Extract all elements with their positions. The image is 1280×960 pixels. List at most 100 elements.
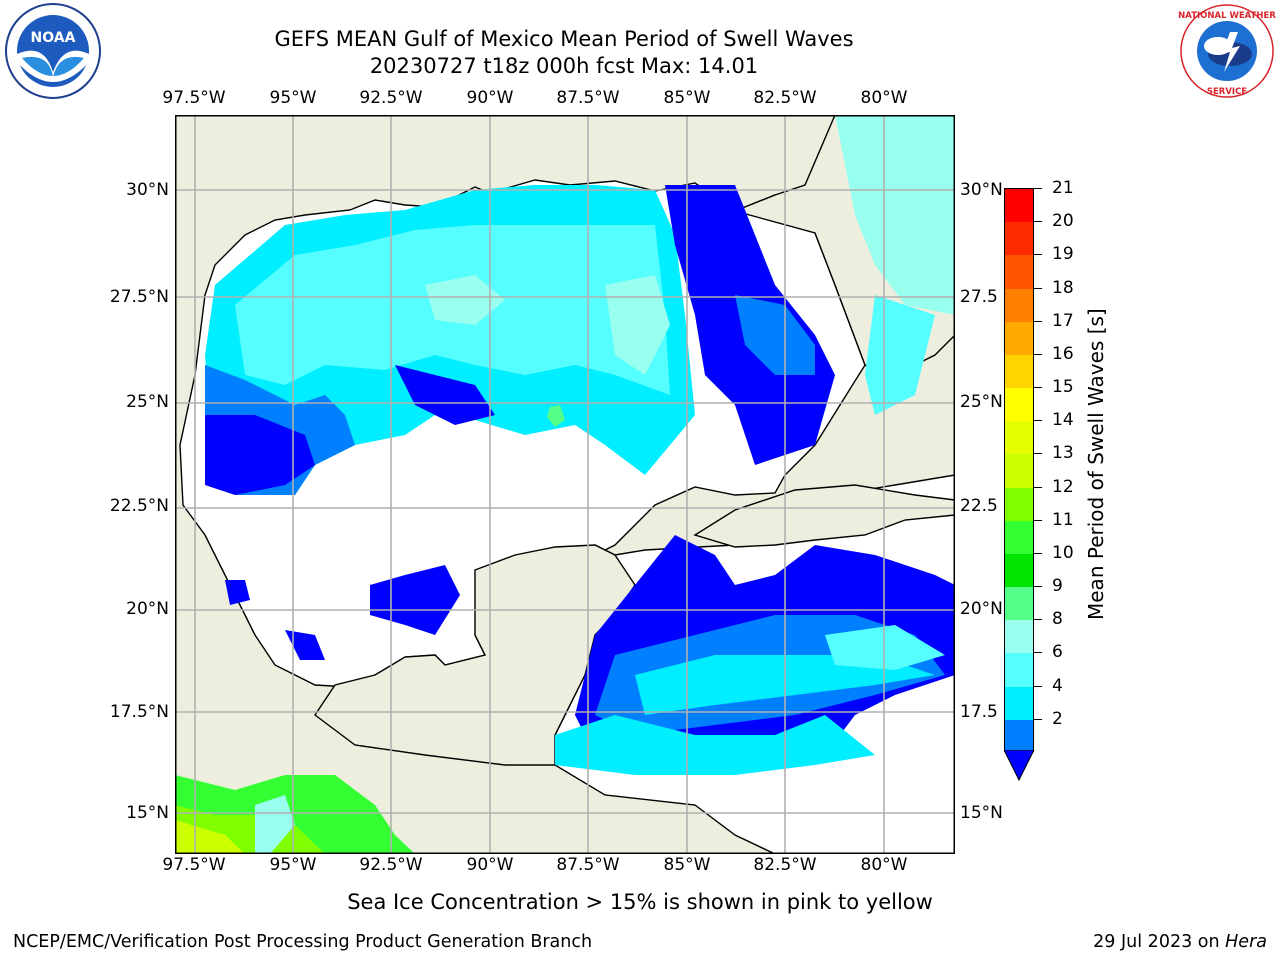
swell-field: [175, 115, 955, 854]
cuba-land: [693, 484, 955, 548]
lat-tick-right: 30°N: [960, 180, 1003, 200]
colorbar-tick: [1034, 586, 1042, 588]
colorbar-tick: [1034, 486, 1042, 488]
nws-logo: NATIONAL WEATHER SERVICE: [1178, 4, 1276, 98]
colorbar-label: 15: [1052, 377, 1074, 398]
colorbar-tick: [1034, 519, 1042, 521]
colorbar-tick: [1034, 287, 1042, 289]
colorbar-tick: [1034, 420, 1042, 422]
colorbar-tick: [1034, 652, 1042, 654]
lon-tick-bottom: 82.5°W: [753, 855, 817, 875]
lat-tick-left: 17.5°N: [109, 702, 169, 722]
colorbar-label: 21: [1052, 178, 1074, 198]
lat-tick-right: 22.5: [960, 496, 998, 516]
lon-tick-top: 95°W: [269, 88, 317, 108]
colorbar-segment: [1005, 189, 1033, 223]
colorbar: [1004, 188, 1034, 754]
lon-tick-bottom: 80°W: [860, 855, 908, 875]
colorbar-segment: [1005, 288, 1033, 323]
lon-tick-top: 82.5°W: [753, 88, 817, 108]
svg-text:SERVICE: SERVICE: [1207, 87, 1247, 97]
colorbar-segment: [1005, 719, 1033, 754]
lon-tick-bottom: 97.5°W: [162, 855, 226, 875]
lon-tick-top: 80°W: [860, 88, 908, 108]
chart-subtitle: 20230727 t18z 000h fcst Max: 14.01: [369, 54, 759, 78]
colorbar-tick: [1034, 320, 1042, 322]
colorbar-tick: [1034, 254, 1042, 256]
noaa-logo-text: NOAA: [31, 30, 76, 46]
colorbar-tick: [1034, 453, 1042, 455]
colorbar-tick: [1034, 685, 1042, 687]
colorbar-tick: [1034, 221, 1042, 223]
footer-left: NCEP/EMC/Verification Post Processing Pr…: [13, 932, 593, 952]
colorbar-segment: [1005, 321, 1033, 356]
colorbar-title: Mean Period of Swell Waves [s]: [1084, 308, 1108, 620]
lat-tick-right: 15°N: [960, 803, 1003, 823]
lon-tick-bottom: 95°W: [269, 855, 317, 875]
colorbar-segment: [1005, 388, 1033, 422]
colorbar-tick: [1034, 188, 1042, 189]
footer-date: 29 Jul 2023 on: [1093, 932, 1226, 952]
lon-tick-top: 97.5°W: [162, 88, 226, 108]
lon-tick-top: 90°W: [466, 88, 514, 108]
lat-tick-right: 27.5: [960, 287, 998, 307]
colorbar-label: 4: [1052, 675, 1063, 696]
colorbar-tick: [1034, 552, 1042, 554]
colorbar-segment: [1005, 653, 1033, 688]
colorbar-segment: [1005, 454, 1033, 489]
lat-tick-left: 30°N: [126, 180, 169, 200]
lat-tick-left: 20°N: [126, 599, 169, 619]
lon-tick-bottom: 92.5°W: [359, 855, 423, 875]
colorbar-segment: [1005, 487, 1033, 522]
colorbar-segment: [1005, 587, 1033, 621]
colorbar-label: 6: [1052, 642, 1063, 663]
colorbar-segment: [1005, 620, 1033, 654]
map-frame: [175, 115, 955, 854]
colorbar-segment: [1005, 222, 1033, 256]
colorbar-segment: [1005, 255, 1033, 290]
lat-tick-left: 22.5°N: [109, 496, 169, 516]
lat-tick-right: 20°N: [960, 599, 1003, 619]
lon-tick-top: 92.5°W: [359, 88, 423, 108]
footer-right: 29 Jul 2023 on Hera: [1093, 932, 1267, 952]
colorbar-segment: [1005, 354, 1033, 389]
graticule: [175, 115, 955, 854]
colorbar-label: 18: [1052, 277, 1074, 298]
lon-tick-top: 87.5°W: [556, 88, 620, 108]
noaa-logo: NOAA: [5, 3, 101, 99]
colorbar-label: 14: [1052, 410, 1074, 431]
colorbar-tick: [1034, 718, 1042, 720]
colorbar-label: 10: [1052, 542, 1074, 563]
colorbar-label: 9: [1052, 576, 1063, 597]
colorbar-tick: [1034, 353, 1042, 355]
lat-tick-left: 25°N: [126, 392, 169, 412]
lon-tick-bottom: 85°W: [663, 855, 711, 875]
colorbar-label: 17: [1052, 310, 1074, 331]
colorbar-label: 13: [1052, 443, 1074, 464]
footer-machine: Hera: [1225, 932, 1267, 952]
colorbar-segment: [1005, 520, 1033, 555]
colorbar-under-arrow: [1004, 750, 1035, 782]
svg-text:NATIONAL WEATHER: NATIONAL WEATHER: [1178, 11, 1276, 21]
colorbar-segment: [1005, 553, 1033, 588]
colorbar-label: 8: [1052, 609, 1063, 630]
colorbar-tick: [1034, 619, 1042, 621]
lat-tick-right: 25°N: [960, 392, 1003, 412]
sea-ice-caption: Sea Ice Concentration > 15% is shown in …: [347, 890, 933, 914]
lon-tick-bottom: 87.5°W: [556, 855, 620, 875]
yucatan-land: [314, 544, 636, 766]
lat-tick-right: 17.5: [960, 702, 998, 722]
colorbar-label: 12: [1052, 476, 1074, 497]
lat-tick-left: 15°N: [126, 803, 169, 823]
colorbar-segment: [1005, 686, 1033, 721]
lat-tick-left: 27.5°N: [109, 287, 169, 307]
colorbar-label: 11: [1052, 509, 1074, 530]
chart-title: GEFS MEAN Gulf of Mexico Mean Period of …: [274, 27, 854, 51]
lon-tick-top: 85°W: [663, 88, 711, 108]
map-panel: [175, 115, 955, 854]
colorbar-segment: [1005, 421, 1033, 455]
lon-tick-bottom: 90°W: [466, 855, 514, 875]
colorbar-label: 16: [1052, 343, 1074, 364]
colorbar-label: 20: [1052, 211, 1074, 232]
colorbar-tick: [1034, 387, 1042, 389]
